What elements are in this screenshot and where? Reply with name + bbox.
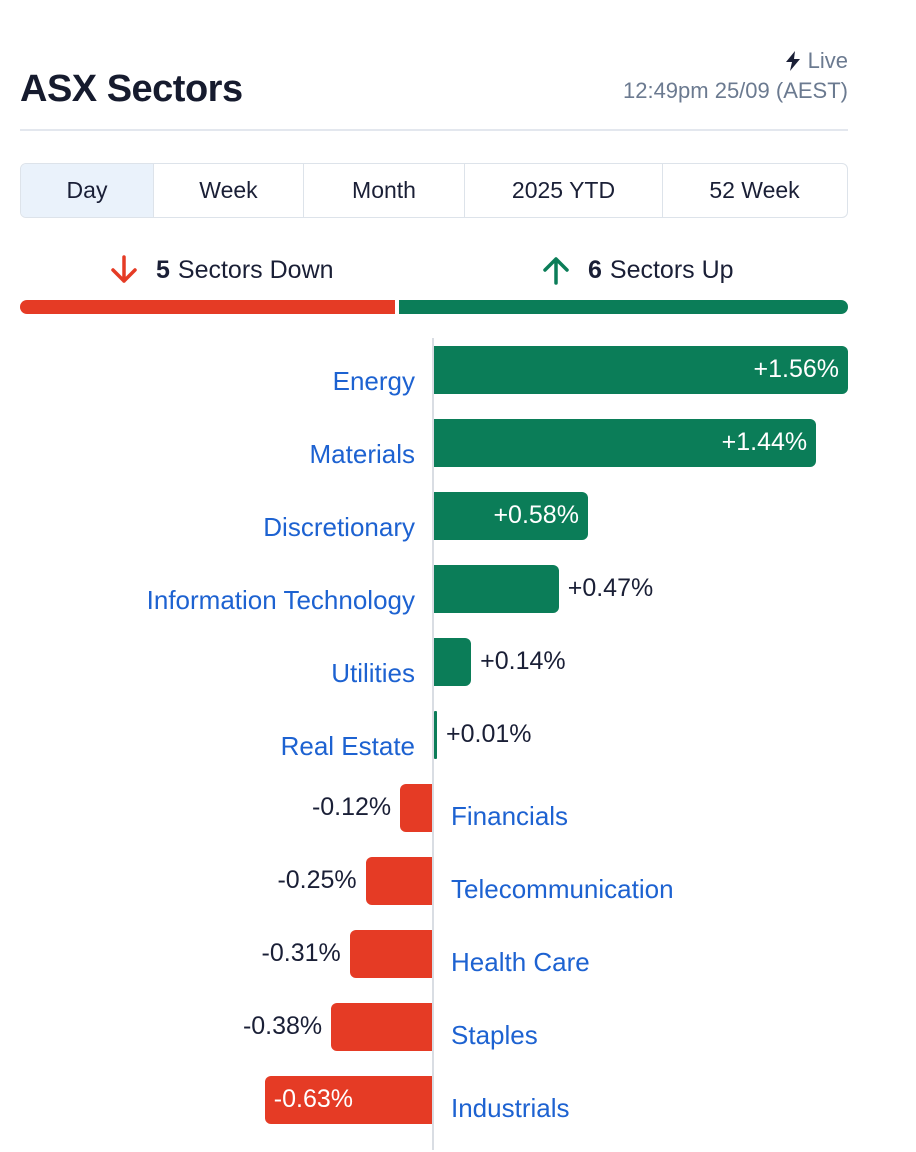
sector-value-label: -0.63% [273,1085,354,1113]
sectors-up-summary: 6 Sectors Up [540,254,734,286]
sector-row: Health Care -0.31% [0,930,916,978]
arrow-down-icon [111,255,137,283]
up-count: 6 [588,255,602,284]
tab-month[interactable]: Month [304,164,465,217]
sector-value-label: +1.56% [753,355,840,383]
sector-bar [264,1076,432,1124]
page-title: ASX Sectors [20,68,243,110]
tab-2025-ytd[interactable]: 2025 YTD [465,164,663,217]
sector-value-label: +0.47% [567,574,654,602]
lightning-icon [785,51,800,71]
sector-label[interactable]: Telecommunication [451,874,674,904]
up-label: Sectors Up [609,255,734,284]
tab-week[interactable]: Week [154,164,304,217]
sector-label[interactable]: Information Technology [146,585,415,615]
sector-bar [434,346,848,394]
sector-value-label: -0.12% [311,793,392,821]
sector-label[interactable]: Industrials [451,1093,570,1123]
sectors-down-summary: 5 Sectors Down [108,254,334,286]
sector-row: Discretionary +0.58% [0,492,916,542]
sector-value-label: +0.14% [480,647,566,675]
zero-axis [432,338,434,1150]
sector-value-label: +0.01% [446,720,532,748]
breadth-down-segment [20,300,395,314]
sector-bar-chart: Energy +1.56% Materials +1.44% Discretionary… [0,338,916,1152]
sector-bar [349,930,432,978]
sector-bar [365,857,432,905]
sector-value-label: +1.44% [721,428,808,456]
sector-row: Real Estate +0.01% [0,711,916,761]
sector-bar [434,711,437,759]
sector-bar [400,784,432,832]
sector-row: Materials +1.44% [0,419,916,469]
sector-row: Telecommunication -0.25% [0,857,916,905]
sector-row: Utilities +0.14% [0,638,916,688]
tab-52-week[interactable]: 52 Week [709,177,800,203]
sector-label[interactable]: Staples [451,1020,538,1050]
sector-value-label: -0.31% [261,939,341,967]
sector-bar [434,638,472,686]
sector-label[interactable]: Real Estate [280,731,415,761]
sector-value-label: -0.38% [242,1012,323,1040]
sector-row: Industrials -0.63% [0,1076,916,1124]
sector-value-label: +0.58% [493,501,579,529]
sector-row: Staples -0.38% [0,1003,916,1051]
sector-value-label: -0.25% [277,866,357,894]
breadth-bar [20,300,848,314]
sector-bar [434,565,559,613]
down-count: 5 [156,255,170,284]
sector-label[interactable]: Financials [451,801,569,831]
timestamp: 12:49pm 25/09 (AEST) [622,78,848,103]
sector-label[interactable]: Materials [309,439,415,469]
sector-bar [331,1003,432,1051]
sector-row: Information Technology +0.47% [0,565,916,615]
arrow-up-icon [543,257,569,285]
divider [20,129,848,131]
period-tabs: Day Week Month 2025 YTD 52 Week [20,163,848,218]
down-label: Sectors Down [177,255,334,284]
live-indicator: Live [784,48,848,74]
tab-day[interactable]: Day [21,164,154,217]
breadth-up-segment [398,300,848,314]
live-label: Live [807,48,848,73]
sector-label[interactable]: Discretionary [263,512,415,542]
sector-label[interactable]: Health Care [451,947,590,977]
sector-row: Financials -0.12% [0,784,916,832]
header: ASX Sectors Live 12:49pm 25/09 (AEST) [20,40,848,130]
sector-bar [434,492,588,540]
sector-label[interactable]: Utilities [331,658,415,688]
sector-summary: 5 Sectors Down 6 Sectors Up [20,248,848,292]
sector-row: Energy +1.56% [0,346,916,396]
sector-label[interactable]: Energy [332,366,415,396]
sector-bar [434,419,817,467]
